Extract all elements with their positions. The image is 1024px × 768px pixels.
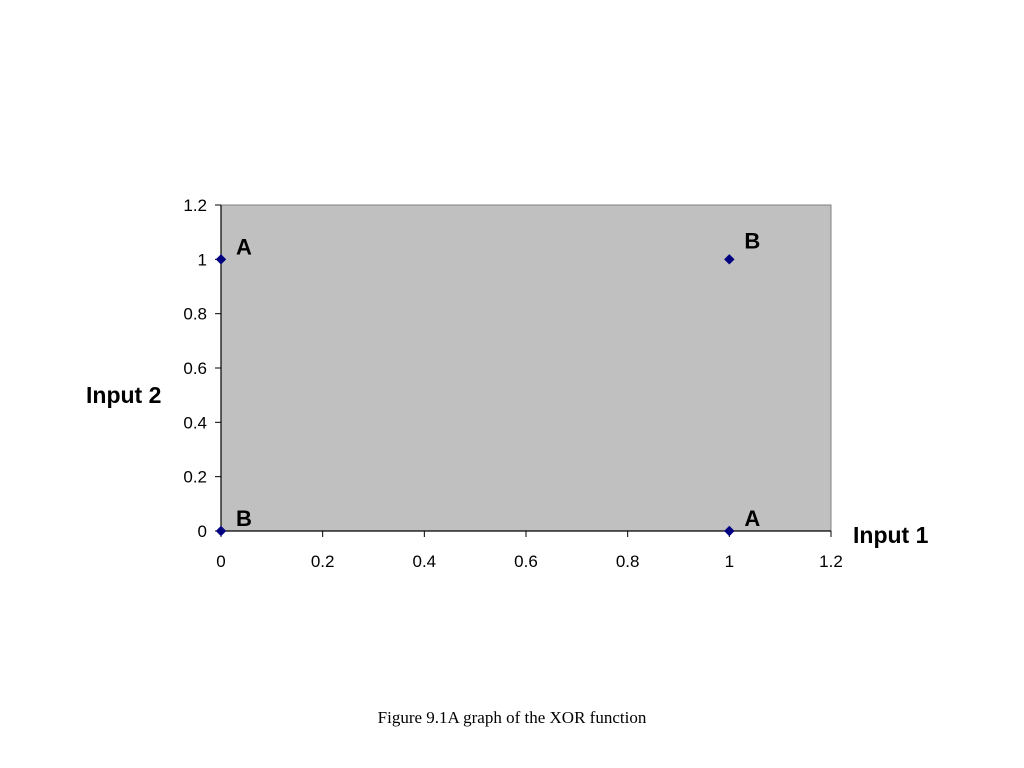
data-point-label: A — [744, 506, 760, 531]
figure-caption: Figure 9.1A graph of the XOR function — [377, 708, 647, 727]
y-tick-label: 0 — [198, 522, 207, 541]
y-tick-label: 0.8 — [183, 305, 207, 324]
y-axis-title: Input 2 — [86, 382, 161, 408]
point-labels: A B B A — [236, 228, 760, 531]
y-tick-label: 0.2 — [183, 468, 207, 487]
y-tick-label: 1.2 — [183, 196, 207, 215]
plot-area — [220, 204, 832, 532]
y-tick-label: 0.6 — [183, 359, 207, 378]
x-tick-label: 1.2 — [819, 552, 843, 571]
x-axis-title: Input 1 — [853, 522, 929, 548]
y-tick-label: 1 — [198, 250, 207, 269]
data-point-label: A — [236, 234, 252, 259]
x-tick-label: 0.6 — [514, 552, 538, 571]
data-point-label: B — [236, 506, 252, 531]
x-tick-label: 0.2 — [311, 552, 335, 571]
data-point-label: B — [744, 228, 760, 253]
data-point-marker — [724, 254, 735, 265]
x-tick-label: 0.4 — [413, 552, 437, 571]
ticks: 0 0.2 0.4 0.6 0.8 1 1.2 0 0.2 0.4 0.6 0.8 1 1.2 — [183, 196, 842, 571]
data-markers — [215, 254, 735, 537]
y-tick-label: 0.4 — [183, 413, 207, 432]
data-point-marker — [724, 525, 735, 537]
x-tick-label: 1 — [725, 552, 734, 571]
data-point-marker — [215, 254, 227, 265]
data-point-marker — [215, 525, 227, 537]
x-tick-label: 0 — [216, 552, 225, 571]
x-tick-label: 0.8 — [616, 552, 640, 571]
